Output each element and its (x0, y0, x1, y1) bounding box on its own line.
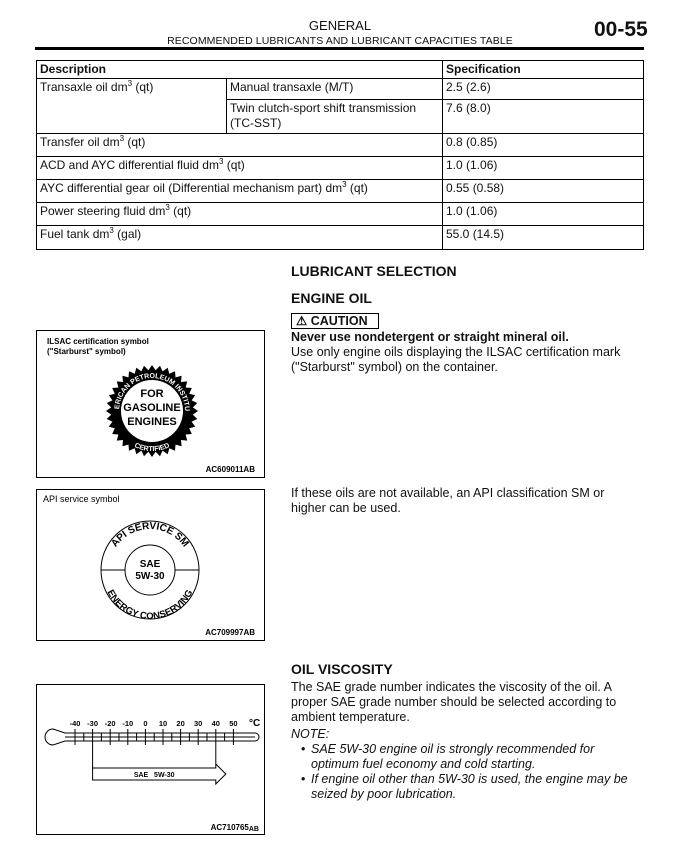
api-figure: API service symbol API SERVICE SM ENERGY… (36, 489, 265, 641)
viscosity-thermometer-figure: -40 -30 -20 -10 0 10 20 30 40 50 °C SAE 5W-30 AC7… (36, 684, 265, 835)
warning-triangle-icon: ⚠ (296, 314, 308, 328)
range-label: SAE 5W-30 (134, 772, 175, 779)
header-rule (35, 47, 644, 50)
ilsac-center-3: ENGINES (127, 416, 177, 428)
table-header-row: Description Specification (36, 60, 644, 79)
api-sae-label: SAE (140, 559, 161, 570)
unit-label: °C (249, 718, 260, 729)
oil-viscosity-section: OIL VISCOSITY The SAE grade number indic… (291, 661, 641, 802)
note-label: NOTE: (291, 727, 330, 741)
ilsac-center-1: FOR (140, 388, 163, 400)
row-description: ACD and AYC differential fluid dm3 (qt) (36, 156, 443, 180)
table-row: Power steering fluid dm3 (qt) 1.0 (1.06) (36, 202, 644, 226)
tick-label: -20 (105, 719, 116, 728)
table-row: Transfer oil dm3 (qt) 0.8 (0.85) (36, 133, 644, 157)
section-title: GENERAL (308, 18, 372, 33)
thermometer-icon (44, 728, 260, 746)
engine-oil-heading: ENGINE OIL (291, 290, 372, 306)
oil-viscosity-heading: OIL VISCOSITY (291, 661, 393, 677)
row-subdescription: Twin clutch-sport shift transmission (TC… (226, 99, 443, 134)
row-description: AYC differential gear oil (Differential … (36, 179, 443, 203)
ilsac-ring-bottom: CERTIFIED (133, 442, 170, 453)
caution-block: ⚠ CAUTION Never use nondetergent or stra… (291, 312, 641, 375)
header-specification: Specification (442, 60, 644, 79)
ilsac-caption-2: ("Starburst" symbol) (47, 347, 126, 356)
tick-label: 20 (176, 719, 184, 728)
table-row: AYC differential gear oil (Differential … (36, 179, 644, 203)
api-grade-label: 5W-30 (135, 571, 165, 582)
row-spec: 1.0 (1.06) (442, 156, 644, 180)
tick-label: -40 (70, 719, 81, 728)
caution-badge: ⚠ CAUTION (291, 313, 379, 329)
api-donut-icon (100, 520, 200, 620)
row-spec: 2.5 (2.6) (442, 78, 644, 100)
lubricant-capacities-table: Description Specification Transaxle oil … (36, 60, 644, 250)
ilsac-caption: ILSAC certification symbol (47, 337, 149, 346)
range-arrow (92, 745, 227, 786)
note-item: If engine oil other than 5W-30 is used, … (301, 772, 641, 802)
caution-text: Never use nondetergent or straight miner… (291, 330, 569, 344)
lubricant-selection-section: LUBRICANT SELECTION ENGINE OIL ⚠ CAUTION… (291, 263, 641, 375)
header-description: Description (36, 60, 443, 79)
row-subdescription: Manual transaxle (M/T) (226, 78, 443, 100)
api-text: If these oils are not available, an API … (291, 486, 605, 515)
table-row: Fuel tank dm3 (gal) 55.0 (14.5) (36, 225, 644, 250)
row-spec: 1.0 (1.06) (442, 202, 644, 226)
tick-label: -30 (87, 719, 98, 728)
row-description: Power steering fluid dm3 (qt) (36, 202, 443, 226)
row-description: Transfer oil dm3 (qt) (36, 133, 443, 157)
note-item: SAE 5W-30 engine oil is strongly recomme… (301, 742, 641, 772)
table-row: Transaxle oil dm3 (qt) Manual transaxle … (36, 78, 644, 134)
oil-viscosity-text: The SAE grade number indicates the visco… (291, 680, 617, 724)
figure-code: AC710765AB (211, 823, 259, 833)
note-list: SAE 5W-30 engine oil is strongly recomme… (291, 742, 641, 802)
tick-label: -10 (122, 719, 133, 728)
row-spec: 7.6 (8.0) (442, 99, 644, 134)
row-description: Fuel tank dm3 (gal) (36, 225, 443, 250)
figure-code: AC609011AB (206, 465, 256, 474)
row-spec: 0.55 (0.58) (442, 179, 644, 203)
ilsac-figure: ILSAC certification symbol ("Starburst" … (34, 326, 265, 478)
api-ring-bottom: ENERGY CONSERVING (105, 588, 196, 622)
tick-label: 0 (143, 719, 147, 728)
table-row: Twin clutch-sport shift transmission (TC… (37, 99, 644, 134)
tick-label: 40 (212, 719, 220, 728)
lubricant-selection-heading: LUBRICANT SELECTION (291, 263, 457, 279)
tick-label: 50 (229, 719, 237, 728)
tick-label: 30 (194, 719, 202, 728)
api-caption: API service symbol (43, 494, 120, 504)
tick-label: 10 (159, 719, 167, 728)
row-description: Transaxle oil dm3 (qt) (36, 78, 227, 134)
page-subtitle: RECOMMENDED LUBRICANTS AND LUBRICANT CAP… (167, 35, 513, 47)
row-spec: 55.0 (14.5) (442, 225, 644, 250)
figure-code: AC709997AB (205, 628, 255, 637)
ilsac-text: Use only engine oils displaying the ILSA… (291, 345, 621, 374)
row-spec: 0.8 (0.85) (442, 133, 644, 157)
ilsac-center-2: GASOLINE (123, 402, 180, 414)
page-number: 00-55 (594, 18, 648, 41)
table-row: ACD and AYC differential fluid dm3 (qt) … (36, 156, 644, 180)
